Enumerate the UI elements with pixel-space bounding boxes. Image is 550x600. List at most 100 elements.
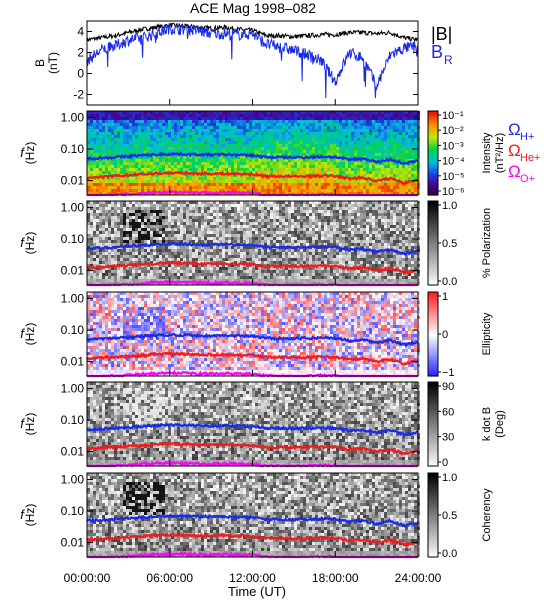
- x-tick-label: 18:00:00: [312, 571, 359, 585]
- y-tick-label: 1.00: [61, 291, 85, 305]
- colorbar-tick-label: 10⁻⁶: [442, 186, 465, 198]
- y-tick-label: 2: [77, 46, 84, 60]
- y-axis-unit: (Hz): [23, 323, 37, 346]
- y-tick-label: 0.01: [61, 445, 85, 459]
- y-tick-label: 1.00: [61, 381, 85, 395]
- x-tick-label: 12:00:00: [229, 571, 276, 585]
- gyro-line-omega_h: [86, 332, 419, 348]
- y-tick-label: 0.10: [61, 413, 85, 427]
- y-tick-label: 0.01: [61, 174, 85, 188]
- y-tick-label: 0: [77, 67, 84, 81]
- y-axis-label: f: [20, 145, 25, 160]
- y-axis-unit: (Hz): [23, 413, 37, 436]
- colorbar-tick-label: 0.0: [442, 548, 457, 560]
- panel-field: 420-2B (nT)|B|B R: [33, 20, 453, 106]
- y-axis-label: f: [20, 507, 25, 522]
- colorbar-label: % Polarization: [481, 208, 493, 278]
- y-tick-label: 0.10: [61, 323, 85, 337]
- spectrogram-intensity: [87, 111, 420, 195]
- colorbar-tick-label: 60: [442, 406, 454, 418]
- y-tick-label: 0.10: [61, 504, 85, 518]
- colorbar-tick-label: 90: [442, 381, 454, 393]
- y-axis-label: B: [33, 59, 47, 67]
- panels: 420-2B (nT)|B|B R1.000.100.01f (Hz)10⁻¹10⁻²…: [20, 20, 541, 560]
- legend-b-radial-sub: R: [444, 53, 453, 67]
- colorbar-tick-label: 10⁻³: [442, 140, 464, 152]
- legend-omega_h-sub: H+: [520, 131, 534, 143]
- y-tick-label: -2: [73, 88, 84, 102]
- gyro-line-omega_he: [86, 350, 419, 366]
- colorbar-tick-label: 1.0: [442, 472, 457, 484]
- legend-b-total: |B|: [431, 24, 452, 44]
- colorbar-intensity: 10⁻¹ 10⁻² 10⁻³ 10⁻⁴ 10⁻⁵ 10⁻⁶ Intensity (nT²/Hz…: [427, 110, 506, 198]
- y-axis-label: f: [20, 416, 25, 431]
- panel-ellipticity: 1.00 0.10 0.01 f (Hz) 1 0 −1 Ellipticity: [20, 291, 493, 379]
- y-tick-label: 0.01: [61, 536, 85, 550]
- gyro-line-omega_h: [86, 241, 419, 256]
- legend-b-radial: B: [431, 42, 443, 62]
- colorbar-tick-label: 30: [442, 432, 454, 444]
- colorbar-tick-label: 0: [442, 457, 448, 469]
- x-axis: 00:00:00 06:00:00 12:00:00 18:00:00 24:00:00: [64, 99, 442, 585]
- colorbar-kdotb: 90 60 30 0 k dot B (Deg): [427, 381, 506, 469]
- colorbar-polarization: 1.0 0.5 0.0 % Polarization: [427, 200, 493, 288]
- colorbar-label: Coherency: [481, 488, 493, 542]
- y-tick-label: 1.00: [61, 200, 85, 214]
- y-axis-unit: (Hz): [23, 232, 37, 255]
- spectrogram-ellipticity: [87, 292, 420, 376]
- legend-omega_he: Ω: [508, 141, 521, 160]
- legend-omega_h: Ω: [508, 120, 521, 139]
- spectrogram-polarization: [87, 201, 420, 285]
- legend-omega_o: Ω: [508, 162, 521, 181]
- legend-omega_he-sub: He+: [520, 152, 541, 164]
- y-tick-label: 0.10: [61, 142, 85, 156]
- gyro-line-omega_he: [86, 532, 419, 548]
- colorbar-tick-label: −1: [442, 367, 455, 379]
- colorbar-tick-label: 0.5: [442, 238, 457, 250]
- panel-intensity: 1.000.100.01f (Hz)10⁻¹10⁻²10⁻³10⁻⁴10⁻⁵10⁻…: [20, 110, 540, 198]
- colorbar-label: Ellipticity: [481, 312, 493, 355]
- colorbar-ellipticity: 1 0 −1 Ellipticity: [427, 291, 493, 379]
- colorbar-tick-label: 0.5: [442, 510, 457, 522]
- y-axis-unit: (nT): [46, 52, 60, 74]
- colorbar-label: k dot B: [481, 407, 493, 441]
- gyro-line-omega_h: [87, 151, 419, 166]
- y-axis-label: f: [20, 235, 25, 250]
- spectrogram-coherency: [87, 473, 420, 557]
- colorbar-tick-label: 1.0: [442, 200, 457, 212]
- y-tick-label: 0.10: [61, 232, 85, 246]
- gyro-line-omega_he: [86, 170, 419, 186]
- gyro-line-omega_he: [86, 440, 419, 456]
- colorbar-tick-label: 0.0: [442, 276, 457, 288]
- legend-omega_o-sub: O+: [520, 173, 535, 185]
- x-tick-label: 24:00:00: [395, 571, 442, 585]
- colorbar-tick-label: 10⁻⁵: [442, 171, 465, 183]
- series-b-total: [86, 22, 419, 43]
- y-tick-label: 0.01: [61, 264, 85, 278]
- panel-polarization: 1.00 0.10 0.01 f (Hz) 1.0 0.5 0.0 % Polarization: [20, 200, 493, 288]
- colorbar-tick-label: 10⁻²: [442, 125, 464, 137]
- panel-kdotb: 1.00 0.10 0.01 f (Hz) 90 60 30 0 k dot B (Deg): [20, 381, 506, 469]
- y-axis-unit: (Hz): [23, 504, 37, 527]
- x-axis-label: Time (UT): [228, 584, 286, 599]
- y-tick-label: 1.00: [61, 110, 85, 124]
- colorbar-tick-label: 1: [442, 291, 448, 303]
- y-tick-label: 0.01: [61, 355, 85, 369]
- panel-coherency: 1.00 0.10 0.01 f (Hz) 1.0 0.5 0.0 Coherency: [20, 472, 493, 560]
- series-b-radial: [86, 22, 419, 99]
- spectrogram-kdotb: [87, 382, 420, 466]
- colorbar-tick-label: 10⁻⁴: [442, 156, 465, 168]
- y-axis-label: f: [20, 326, 25, 341]
- colorbar-coherency: 1.0 0.5 0.0 Coherency: [427, 472, 493, 560]
- colorbar-label: Intensity: [481, 132, 493, 173]
- colorbar-tick-label: 10⁻¹: [442, 110, 464, 122]
- colorbar-tick-label: 0: [442, 329, 448, 341]
- y-tick-label: 1.00: [61, 472, 85, 486]
- y-tick-label: 4: [77, 25, 84, 39]
- x-tick-label: 00:00:00: [64, 571, 111, 585]
- colorbar-unit: (Deg): [494, 410, 506, 438]
- gyro-line-omega_h: [86, 422, 419, 438]
- x-tick-label: 06:00:00: [146, 571, 193, 585]
- gyro-line-omega_he: [86, 259, 419, 277]
